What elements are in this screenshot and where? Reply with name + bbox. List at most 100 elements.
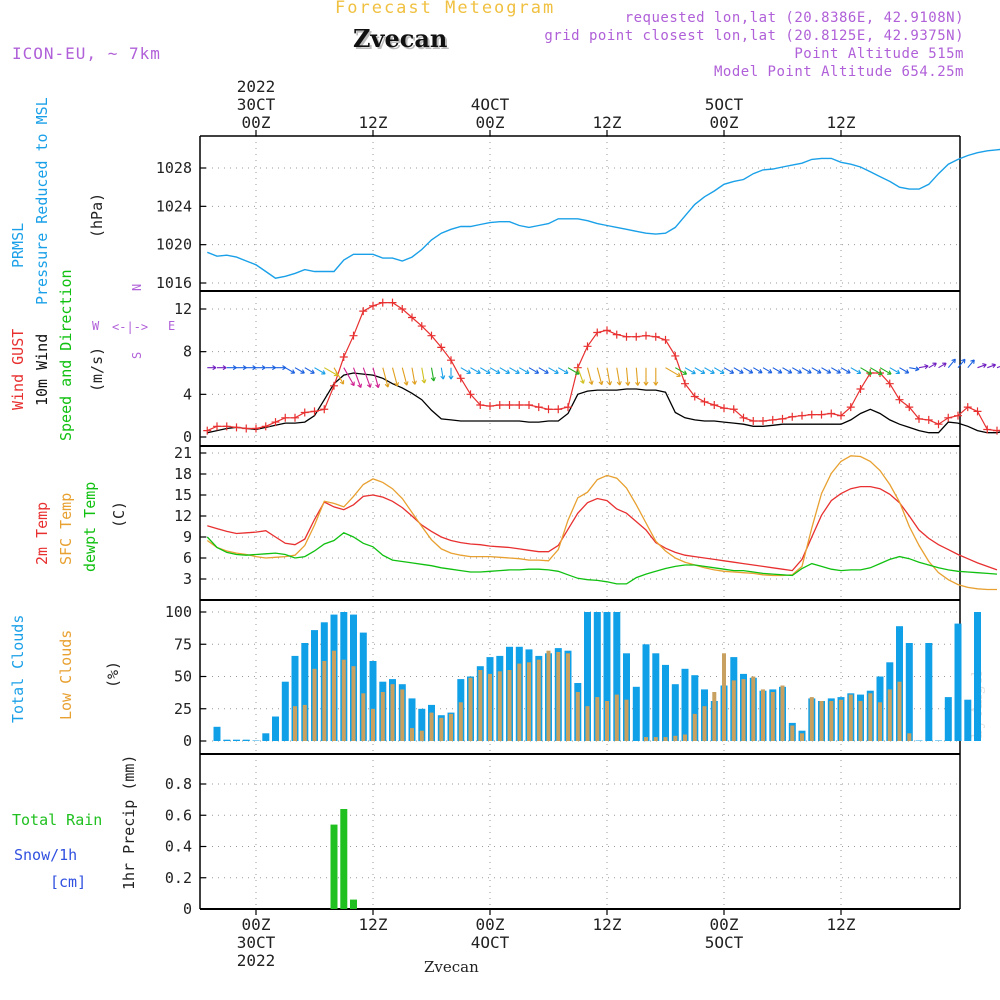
low-cloud-bar [839,699,843,741]
low-cloud-bar [429,712,434,741]
wind-gust-marker [856,385,865,393]
wind-gust-marker [973,407,982,416]
wind-direction-arrow [352,367,363,389]
wind-gust-marker [515,401,524,409]
wind-gust-marker [437,343,446,352]
precip-legend-snow: Snow/1h [14,846,78,864]
pressure-line [207,148,1000,279]
wind-gust-marker [788,412,797,421]
wind-direction-arrow [831,367,841,374]
wind-direction-arrow [440,367,446,380]
wind-gust-marker [388,298,397,307]
total-cloud-bar [408,698,416,741]
wind-direction-arrow [684,367,696,375]
wind-direction-arrow [782,367,793,374]
temp-2m-line [207,485,998,572]
wind-gust-marker [525,401,533,409]
wind-gust-marker [505,401,514,409]
wind-10m-line [207,372,1000,434]
wind-direction-arrow [957,358,966,369]
total-cloud-bar [652,653,660,741]
wind-gust-marker [300,408,309,417]
wind-direction-arrow [928,362,937,369]
low-cloud-bar [322,661,327,741]
wind-direction-arrow [850,367,862,375]
wind-gust-marker [203,426,212,435]
rain-bar [350,899,357,909]
low-cloud-bar [605,701,609,741]
wind-gust-marker [369,301,377,310]
panel-pressure-background [200,136,960,291]
wind-gust-marker [232,423,241,432]
rain-bar [340,809,348,909]
temp-sfc-line [206,455,997,591]
temperature-ytick-label: 9 [183,528,192,546]
wind-gust-marker [603,326,611,335]
wind-gust-marker [720,404,728,413]
wind-direction-arrow [480,367,491,374]
compass-west: W [92,319,100,333]
requested-coords: requested lon,lat (20.8386E, 42.9108N) [624,10,964,26]
low-cloud-bar [332,650,336,741]
wind-gust-marker [271,418,280,427]
location-title: Zvecan [353,24,448,53]
wind-direction-arrow [499,367,510,374]
wind-gust-marker [778,414,787,423]
low-cloud-bar [488,673,492,741]
rain-bar [330,824,338,909]
low-cloud-bar [868,693,873,741]
wind-direction-arrow [411,367,417,385]
clouds-ytick-label: 0 [183,732,192,750]
wind-gust-marker [486,402,494,411]
low-cloud-bar [722,653,726,741]
wind-direction-arrow [665,367,681,377]
low-cloud-bar [614,694,619,741]
footer-location: Zvecan [424,958,479,976]
panel-temperature-background [200,446,960,600]
precip-ytick-label: 0.6 [165,806,192,824]
wind-gust-marker [983,425,992,434]
pressure-ytick-label: 1016 [156,274,192,292]
panel-precip-background [200,754,960,909]
compass-ew-arrow: <-|-> [112,320,149,334]
low-cloud-bar [439,717,444,741]
wind-direction-arrow [382,367,390,388]
wind-gust-marker [339,353,348,361]
wind-gust-marker [759,417,767,425]
wind-ytick-label: 0 [183,428,192,446]
wind-gust-marker [456,374,465,383]
wind-gust-marker [710,401,719,409]
low-cloud-bar [449,713,453,741]
total-cloud-bar [681,668,689,741]
wind-gust-marker [807,410,816,419]
precip-legend-rain: Total Rain [12,811,103,829]
low-cloud-bar [800,733,804,741]
wind-gust-marker [573,363,582,372]
wind-gust-marker [915,414,923,423]
wind-direction-arrow [401,367,409,386]
low-cloud-bar [351,666,356,741]
low-cloud-bar [302,704,307,741]
wind-gust-marker [612,330,621,339]
low-cloud-bar [751,676,756,741]
model-label: ICON-EU, ~ 7km [12,44,161,63]
wind-gust-marker [534,403,543,412]
wind-gust-marker [993,426,1000,435]
low-cloud-bar [293,706,297,741]
wind-gust-marker [954,411,962,420]
wind-gust-marker [768,415,777,424]
top-axis-label: 00Z [476,113,505,132]
low-cloud-bar [361,693,366,741]
total-cloud-bar [272,716,279,741]
total-cloud-bar [623,653,630,741]
wind-direction-arrow [704,367,715,374]
low-cloud-bar [712,692,717,741]
wind-gust-marker [681,379,689,388]
total-cloud-bar [642,644,650,742]
total-cloud-bar [418,708,426,742]
meteogram-subtitle: Forecast Meteogram [335,0,556,18]
bottom-axis-label: 5OCT [705,933,744,952]
top-axis-label: 12Z [827,113,856,132]
low-cloud-bar [702,706,707,741]
